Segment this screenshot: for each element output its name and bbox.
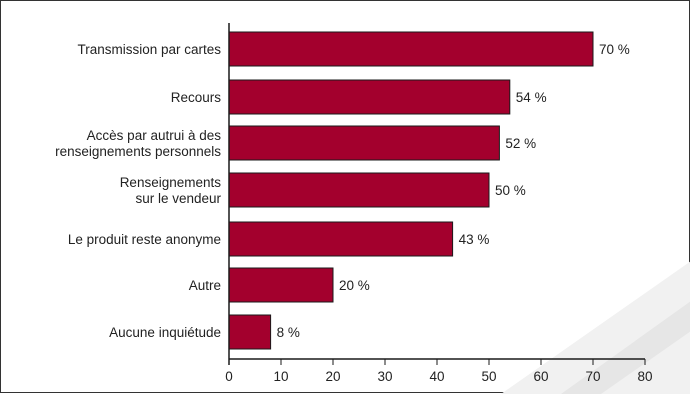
- labels-layer: 70 % Transmission par cartes 54 % Recours 52…: [55, 42, 630, 340]
- category-label: Accès par autrui à des renseignements per…: [55, 128, 221, 159]
- x-tick-label: 0: [225, 369, 233, 384]
- bar: [228, 79, 511, 115]
- x-axis: 0 10 20 30 40 50 60 70 80: [225, 23, 653, 384]
- value-label: 20 %: [339, 278, 370, 293]
- background-swoosh-inner: [561, 301, 690, 394]
- value-label: 54 %: [516, 90, 547, 105]
- category-label: Le produit reste anonyme: [68, 232, 221, 247]
- bar: [228, 125, 500, 161]
- x-tick-label: 10: [273, 369, 288, 384]
- value-label: 52 %: [505, 136, 536, 151]
- x-tick-label: 60: [533, 369, 548, 384]
- value-label: 70 %: [599, 42, 630, 57]
- value-label: 50 %: [495, 183, 526, 198]
- x-tick-label: 20: [325, 369, 340, 384]
- bar: [228, 221, 454, 257]
- x-tick-label: 50: [481, 369, 496, 384]
- value-label: 43 %: [459, 232, 490, 247]
- category-label: Renseignements sur le vendeur: [120, 175, 222, 206]
- x-tick-label: 70: [585, 369, 600, 384]
- category-label: Autre: [189, 278, 221, 293]
- x-tick-label: 40: [429, 369, 444, 384]
- category-label: Aucune inquiétude: [109, 325, 221, 340]
- bars-layer: [228, 31, 594, 350]
- category-label: Transmission par cartes: [77, 42, 221, 57]
- bar: [228, 172, 490, 208]
- bar: [228, 31, 594, 67]
- bar: [228, 267, 334, 303]
- x-tick-label: 80: [637, 369, 652, 384]
- bar: [228, 314, 272, 350]
- category-label: Recours: [171, 90, 222, 105]
- x-tick-label: 30: [377, 369, 392, 384]
- value-label: 8 %: [277, 325, 300, 340]
